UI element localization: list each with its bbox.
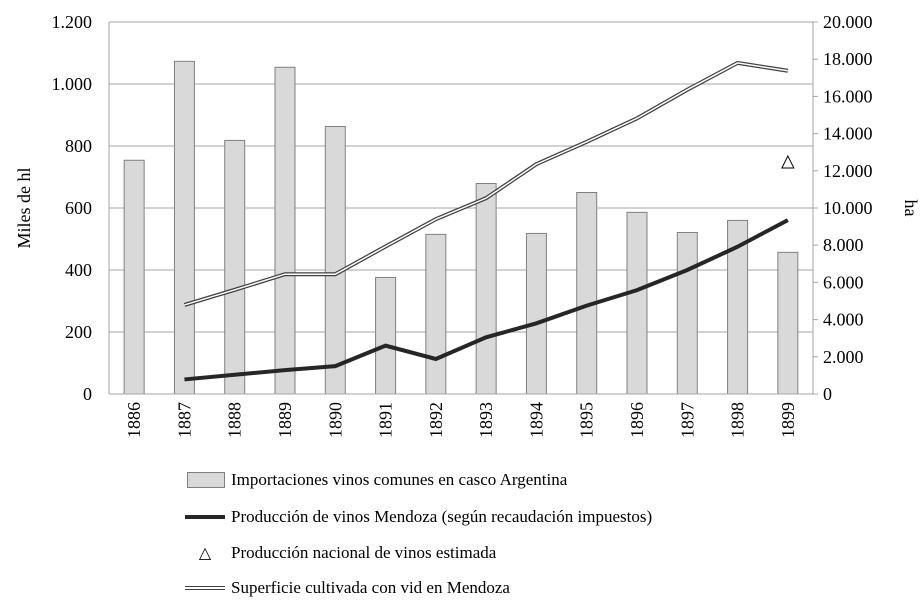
bar xyxy=(576,192,598,395)
y2-tick-label: 0 xyxy=(823,384,832,404)
bar xyxy=(525,232,547,395)
y2-tick-label: 10.000 xyxy=(823,198,873,218)
bar xyxy=(173,60,195,395)
legend-label: Producción nacional de vinos estimada xyxy=(231,543,497,562)
legend-item-imports: Importaciones vinos comunes en casco Arg… xyxy=(185,470,567,490)
y2-axis-label: ha xyxy=(901,200,921,217)
y2-tick-label: 16.000 xyxy=(823,86,873,106)
bar xyxy=(676,231,698,395)
y2-tick-label: 2.000 xyxy=(823,347,864,367)
x-tick-label: 1888 xyxy=(225,402,245,438)
bar xyxy=(777,251,799,395)
national-production-marker xyxy=(781,154,795,169)
x-tick-label: 1899 xyxy=(778,402,798,438)
x-tick-label: 1890 xyxy=(325,402,345,438)
x-tick-label: 1894 xyxy=(526,402,546,438)
bar xyxy=(324,125,346,395)
x-tick-label: 1889 xyxy=(275,402,295,438)
y2-tick-label: 6.000 xyxy=(823,272,864,292)
bar xyxy=(224,139,246,395)
bar xyxy=(425,233,447,395)
y-tick-label: 400 xyxy=(65,260,92,280)
x-tick-label: 1897 xyxy=(677,402,697,438)
y-tick-label: 1.000 xyxy=(52,74,93,94)
y2-tick-label: 4.000 xyxy=(823,310,864,330)
x-tick-label: 1891 xyxy=(376,402,396,438)
y2-tick-label: 18.000 xyxy=(823,49,873,69)
mendoza-production-line xyxy=(184,218,789,382)
y-tick-label: 1.200 xyxy=(52,12,93,32)
legend-label: Producción de vinos Mendoza (según recau… xyxy=(231,507,653,526)
bar xyxy=(123,159,145,395)
legend-swatch-bar xyxy=(187,472,225,488)
x-tick-label: 1886 xyxy=(124,402,144,438)
legend-swatch-thick-line xyxy=(185,515,225,519)
y-tick-label: 800 xyxy=(65,136,92,156)
x-tick-label: 1892 xyxy=(426,402,446,438)
chart-svg: 0 200 400 600 800 1.000 1.200 0 2.000 4.000 6.000 8… xyxy=(14,12,921,438)
x-tick-label: 1893 xyxy=(476,402,496,438)
y-axis-label: Miles de hl xyxy=(14,168,34,249)
triangle-marker-icon: △ xyxy=(198,545,212,562)
x-tick-label: 1898 xyxy=(728,402,748,438)
y2-tick-label: 8.000 xyxy=(823,235,864,255)
legend-label: Superficie cultivada con vid en Mendoza xyxy=(231,578,510,597)
legend-item-mendoza-production: Producción de vinos Mendoza (según recau… xyxy=(185,507,652,527)
y-tick-label: 0 xyxy=(83,384,92,404)
legend-item-surface: Superficie cultivada con vid en Mendoza xyxy=(185,578,510,598)
x-tick-label: 1896 xyxy=(627,402,647,438)
y-tick-label: 600 xyxy=(65,198,92,218)
x-tick-label: 1887 xyxy=(174,402,194,438)
x-tick-label: 1895 xyxy=(577,402,597,438)
legend-label: Importaciones vinos comunes en casco Arg… xyxy=(231,470,568,489)
bar xyxy=(626,211,648,395)
y-tick-label: 200 xyxy=(65,322,92,342)
y2-tick-label: 12.000 xyxy=(823,161,873,181)
legend-swatch-double-line xyxy=(185,586,225,590)
bar xyxy=(274,66,296,395)
bar xyxy=(475,183,497,395)
surface-line-inner xyxy=(184,62,788,306)
bar xyxy=(375,276,397,395)
legend-item-national-production: △ Producción nacional de vinos estimada xyxy=(185,543,496,563)
y2-tick-label: 14.000 xyxy=(823,124,873,144)
y2-tick-label: 20.000 xyxy=(823,12,873,32)
